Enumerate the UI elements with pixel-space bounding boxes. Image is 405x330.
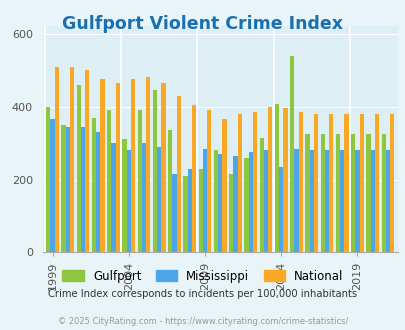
Bar [274, 104, 278, 252]
Bar [61, 125, 66, 252]
Bar [46, 107, 50, 252]
Bar [77, 85, 81, 252]
Bar [335, 134, 339, 252]
Bar [96, 132, 100, 252]
Bar [289, 55, 294, 252]
Bar [278, 167, 283, 252]
Bar [202, 148, 207, 252]
Bar [85, 70, 89, 252]
Bar [324, 150, 328, 252]
Bar [141, 143, 146, 252]
Bar [365, 134, 370, 252]
Bar [92, 117, 96, 252]
Bar [100, 79, 104, 252]
Bar [157, 147, 161, 252]
Bar [313, 114, 318, 252]
Bar [267, 107, 272, 252]
Bar [259, 138, 263, 252]
Bar [244, 158, 248, 252]
Bar [55, 67, 59, 252]
Bar [381, 134, 385, 252]
Bar [217, 154, 222, 252]
Text: Crime Index corresponds to incidents per 100,000 inhabitants: Crime Index corresponds to incidents per… [48, 289, 357, 299]
Bar [153, 90, 157, 252]
Bar [172, 174, 176, 252]
Bar [107, 110, 111, 252]
Bar [328, 114, 333, 252]
Bar [359, 114, 363, 252]
Bar [309, 150, 313, 252]
Bar [126, 150, 130, 252]
Bar [130, 79, 135, 252]
Bar [343, 114, 348, 252]
Bar [198, 169, 202, 252]
Text: © 2025 CityRating.com - https://www.cityrating.com/crime-statistics/: © 2025 CityRating.com - https://www.city… [58, 317, 347, 326]
Bar [283, 109, 287, 252]
Bar [187, 169, 192, 252]
Bar [385, 150, 389, 252]
Bar [115, 83, 119, 252]
Bar [176, 96, 181, 252]
Bar [263, 150, 267, 252]
Bar [233, 156, 237, 252]
Bar [122, 139, 126, 252]
Bar [354, 150, 359, 252]
Bar [192, 105, 196, 252]
Bar [168, 130, 172, 252]
Bar [389, 114, 393, 252]
Text: Gulfport Violent Crime Index: Gulfport Violent Crime Index [62, 15, 343, 33]
Bar [294, 148, 298, 252]
Bar [137, 110, 141, 252]
Bar [81, 127, 85, 252]
Bar [161, 83, 165, 252]
Bar [70, 67, 74, 252]
Bar [207, 110, 211, 252]
Bar [370, 150, 374, 252]
Bar [50, 119, 55, 252]
Bar [339, 150, 343, 252]
Bar [350, 134, 354, 252]
Bar [228, 174, 233, 252]
Bar [305, 134, 309, 252]
Bar [183, 176, 187, 252]
Bar [222, 119, 226, 252]
Bar [111, 143, 115, 252]
Bar [374, 114, 378, 252]
Bar [146, 78, 150, 252]
Bar [298, 112, 302, 252]
Bar [320, 134, 324, 252]
Bar [66, 127, 70, 252]
Bar [252, 112, 256, 252]
Bar [248, 152, 252, 252]
Bar [237, 114, 241, 252]
Legend: Gulfport, Mississippi, National: Gulfport, Mississippi, National [58, 265, 347, 287]
Bar [213, 150, 217, 252]
